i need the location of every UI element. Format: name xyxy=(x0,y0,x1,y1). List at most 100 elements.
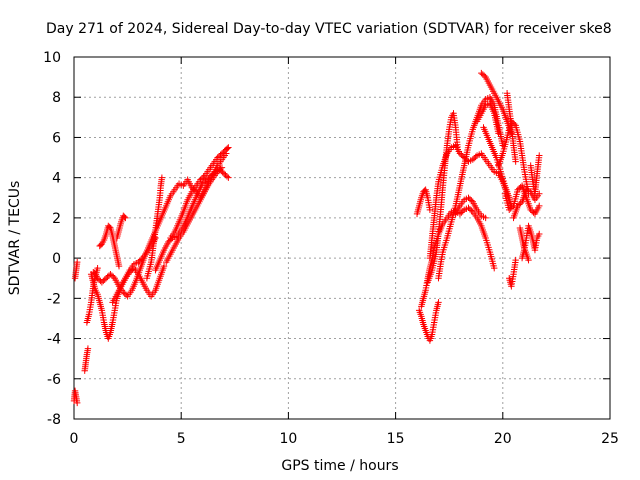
data-point xyxy=(224,145,231,152)
data-point xyxy=(137,256,145,263)
data-point xyxy=(135,258,142,266)
data-point xyxy=(215,153,223,160)
data-points xyxy=(70,69,543,407)
chart-title: Day 271 of 2024, Sidereal Day-to-day VTE… xyxy=(46,21,612,37)
data-point xyxy=(511,120,518,128)
data-point xyxy=(479,71,486,78)
data-point xyxy=(98,279,106,286)
y-axis-label: SDTVAR / TECUs xyxy=(7,181,23,296)
data-point xyxy=(482,214,489,222)
data-point xyxy=(214,168,221,175)
x-tick-label: 5 xyxy=(177,431,186,447)
x-tick-label: 0 xyxy=(70,431,79,447)
data-point xyxy=(517,199,524,207)
data-point xyxy=(514,202,522,210)
x-tick-label: 10 xyxy=(279,431,297,447)
data-point xyxy=(218,150,226,157)
data-point xyxy=(220,148,227,156)
data-point xyxy=(136,257,143,264)
data-point xyxy=(220,170,228,177)
data-point xyxy=(465,204,472,212)
y-tick-label: 2 xyxy=(52,211,61,227)
data-point xyxy=(214,154,221,161)
data-point xyxy=(74,399,81,407)
data-point xyxy=(158,174,166,181)
data-point xyxy=(426,206,434,214)
data-point xyxy=(102,275,110,282)
data-point xyxy=(465,194,472,201)
data-point xyxy=(100,277,107,285)
data-point xyxy=(512,158,519,165)
data-point xyxy=(466,205,474,213)
data-point xyxy=(120,289,127,296)
data-point xyxy=(435,299,442,306)
y-tick-label: -8 xyxy=(47,412,61,428)
data-point xyxy=(110,273,117,281)
data-point xyxy=(165,238,172,246)
data-point xyxy=(508,203,516,211)
data-point xyxy=(219,169,226,176)
data-point xyxy=(536,202,543,210)
data-point xyxy=(121,213,128,221)
plot-border xyxy=(73,56,611,420)
data-point xyxy=(122,291,130,299)
data-point xyxy=(84,345,92,352)
data-point xyxy=(160,262,168,270)
data-point xyxy=(471,155,478,162)
data-point xyxy=(512,256,519,264)
data-point xyxy=(225,174,232,181)
data-point xyxy=(222,171,229,179)
data-point xyxy=(107,271,114,278)
data-point xyxy=(481,72,488,79)
axis-ticks xyxy=(73,56,611,420)
data-point xyxy=(536,230,543,238)
x-axis-label: GPS time / hours xyxy=(281,458,398,474)
data-point xyxy=(466,195,474,203)
data-point xyxy=(200,173,207,181)
y-tick-label: 4 xyxy=(52,171,61,187)
data-point xyxy=(459,207,466,215)
data-point xyxy=(495,130,502,137)
y-tick-label: 6 xyxy=(52,130,61,146)
data-point xyxy=(469,156,476,163)
data-point xyxy=(166,237,173,244)
data-point xyxy=(205,175,212,182)
data-point xyxy=(167,236,175,243)
x-tick-label: 15 xyxy=(387,431,405,447)
data-point xyxy=(115,262,123,270)
data-point xyxy=(108,272,116,279)
x-tick-label: 20 xyxy=(494,431,512,447)
data-point xyxy=(536,152,543,159)
data-point xyxy=(525,256,532,264)
data-point xyxy=(514,186,522,193)
data-point xyxy=(527,206,534,214)
data-point xyxy=(197,176,204,183)
data-point xyxy=(101,276,108,283)
data-point xyxy=(104,273,111,281)
data-point xyxy=(152,234,159,242)
x-tick-labels: 0 5 10 15 20 25 xyxy=(70,431,619,447)
y-tick-label: -6 xyxy=(47,372,61,388)
y-tick-label: 10 xyxy=(43,50,61,66)
data-point xyxy=(198,175,206,182)
data-point xyxy=(506,206,513,214)
data-point xyxy=(74,258,81,266)
data-point xyxy=(106,223,113,231)
data-point xyxy=(215,167,223,174)
data-point xyxy=(223,173,231,180)
data-point xyxy=(95,276,103,283)
data-point xyxy=(94,275,101,282)
data-point xyxy=(478,69,485,77)
data-point xyxy=(217,165,224,173)
y-tick-label: 8 xyxy=(52,90,61,106)
x-tick-label: 25 xyxy=(601,431,619,447)
data-point xyxy=(468,197,475,204)
y-tick-label: -4 xyxy=(47,332,61,348)
data-point xyxy=(225,144,232,151)
data-point xyxy=(218,164,226,171)
data-point xyxy=(94,264,101,272)
data-point xyxy=(472,153,479,161)
data-point xyxy=(491,264,498,272)
